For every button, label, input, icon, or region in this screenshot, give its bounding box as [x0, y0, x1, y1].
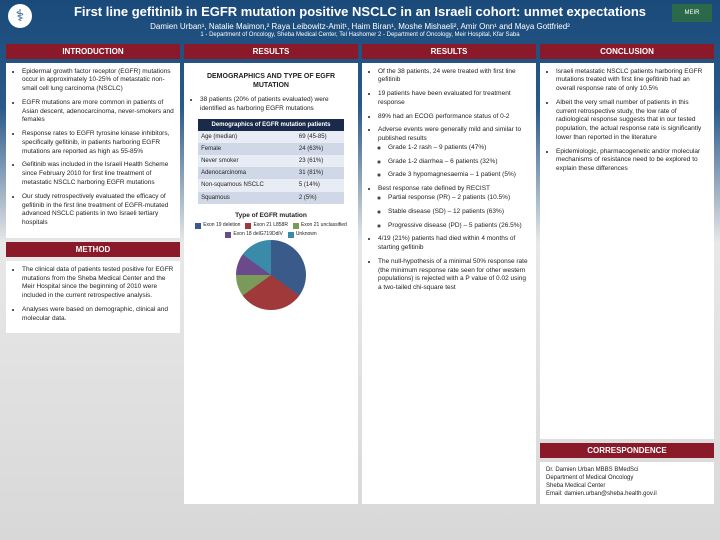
intro-body: Epidermal growth factor receptor (EGFR) …	[6, 63, 180, 238]
table-row: Never smoker23 (61%)	[198, 155, 344, 167]
corr-center: Sheba Medical Center	[546, 483, 708, 491]
results2-header: RESULTS	[362, 44, 536, 59]
logo-right: MEIR	[672, 4, 712, 22]
logo-left: ⚕	[8, 4, 32, 28]
poster-columns: INTRODUCTION Epidermal growth factor rec…	[0, 40, 720, 508]
list-item: 4/19 (21%) patients had died within 4 mo…	[378, 235, 530, 253]
list-item: Grade 3 hypomagnesaemia – 1 patient (5%)	[388, 171, 530, 180]
results1-header: RESULTS	[184, 44, 358, 59]
legend-item: Exon 21 unclassified	[293, 222, 347, 229]
list-item: The clinical data of patients tested pos…	[22, 266, 174, 301]
list-item: The null-hypothesis of a minimal 50% res…	[378, 258, 530, 293]
list-item: EGFR mutations are more common in patien…	[22, 99, 174, 125]
results2-body: Of the 38 patients, 24 were treated with…	[362, 63, 536, 504]
table-row: Squamous2 (5%)	[198, 192, 344, 204]
poster-title: First line gefitinib in EGFR mutation po…	[60, 4, 660, 20]
corr-header: CORRESPONDENCE	[540, 443, 714, 458]
table-title: Demographics of EGFR mutation patients	[198, 119, 344, 131]
legend-item: Exon 18 delG719DdiV	[225, 231, 282, 238]
corr-email: Email: damien.urban@sheba.health.gov.il	[546, 491, 708, 499]
list-item: Response rates to EGFR tyrosine kinase i…	[22, 130, 174, 156]
column-1: INTRODUCTION Epidermal growth factor rec…	[6, 44, 180, 504]
intro-header: INTRODUCTION	[6, 44, 180, 59]
poster-header: ⚕ MEIR First line gefitinib in EGFR muta…	[0, 0, 720, 40]
table-row: Female24 (63%)	[198, 143, 344, 155]
corr-dept: Department of Medical Oncology	[546, 475, 708, 483]
legend-item: Unknown	[288, 231, 317, 238]
list-item: Albeit the very small number of patients…	[556, 99, 708, 143]
list-item: Epidermal growth factor receptor (EGFR) …	[22, 68, 174, 94]
column-2: RESULTS DEMOGRAPHICS AND TYPE OF EGFR MU…	[184, 44, 358, 504]
chart-title: Type of EGFR mutation	[194, 212, 348, 221]
corr-name: Dr. Damien Urban MBBS BMedSci	[546, 467, 708, 475]
method-body: The clinical data of patients tested pos…	[6, 261, 180, 334]
results1-body: DEMOGRAPHICS AND TYPE OF EGFR MUTATION 3…	[184, 63, 358, 504]
results1-line: 38 patients (20% of patients evaluated) …	[200, 96, 352, 114]
list-item: Progressive disease (PD) – 5 patients (2…	[388, 222, 530, 231]
conclusion-header: CONCLUSION	[540, 44, 714, 59]
corr-body: Dr. Damien Urban MBBS BMedSci Department…	[540, 462, 714, 503]
column-3: RESULTS Of the 38 patients, 24 were trea…	[362, 44, 536, 504]
poster-authors: Damien Urban¹, Natalie Maimon,² Raya Lei…	[60, 22, 660, 31]
list-item: Grade 1-2 diarrhea – 6 patients (32%)	[388, 158, 530, 167]
list-item: Analyses were based on demographic, clin…	[22, 306, 174, 324]
poster-affiliations: 1 - Department of Oncology, Sheba Medica…	[60, 32, 660, 38]
conclusion-body: Israeli metastatic NSCLC patients harbor…	[540, 63, 714, 440]
list-item: 19 patients have been evaluated for trea…	[378, 90, 530, 108]
list-item: Partial response (PR) – 2 patients (10.5…	[388, 194, 530, 203]
list-item: Gefitinib was included in the Israeli He…	[22, 161, 174, 187]
demographics-subhead: DEMOGRAPHICS AND TYPE OF EGFR MUTATION	[190, 72, 352, 91]
pie-chart: Type of EGFR mutation Exon 19 deletionEx…	[190, 208, 352, 316]
demographics-table: Demographics of EGFR mutation patients A…	[198, 119, 344, 204]
chart-legend: Exon 19 deletion Exon 21 L858R Exon 21 unc…	[194, 222, 348, 238]
list-item: Stable disease (SD) – 12 patients (63%)	[388, 208, 530, 217]
table-row: Adenocarcinoma31 (81%)	[198, 167, 344, 179]
pie-graphic	[236, 240, 306, 310]
table-row: Age (median)69 (45-85)	[198, 131, 344, 143]
column-4: CONCLUSION Israeli metastatic NSCLC pati…	[540, 44, 714, 504]
list-item: Best response rate defined by RECISTPart…	[378, 185, 530, 230]
list-item: 89% had an ECOG performance status of 0-…	[378, 113, 530, 122]
legend-item: Exon 19 deletion	[195, 222, 240, 229]
list-item: Epidemiologic, pharmacogenetic and/or mo…	[556, 148, 708, 174]
legend-item: Exon 21 L858R	[245, 222, 287, 229]
table-row: Non-squamous NSCLC5 (14%)	[198, 179, 344, 191]
method-header: METHOD	[6, 242, 180, 257]
list-item: Grade 1-2 rash – 9 patients (47%)	[388, 144, 530, 153]
list-item: Of the 38 patients, 24 were treated with…	[378, 68, 530, 86]
list-item: Israeli metastatic NSCLC patients harbor…	[556, 68, 708, 94]
list-item: Adverse events were generally mild and s…	[378, 126, 530, 180]
list-item: Our study retrospectively evaluated the …	[22, 193, 174, 228]
